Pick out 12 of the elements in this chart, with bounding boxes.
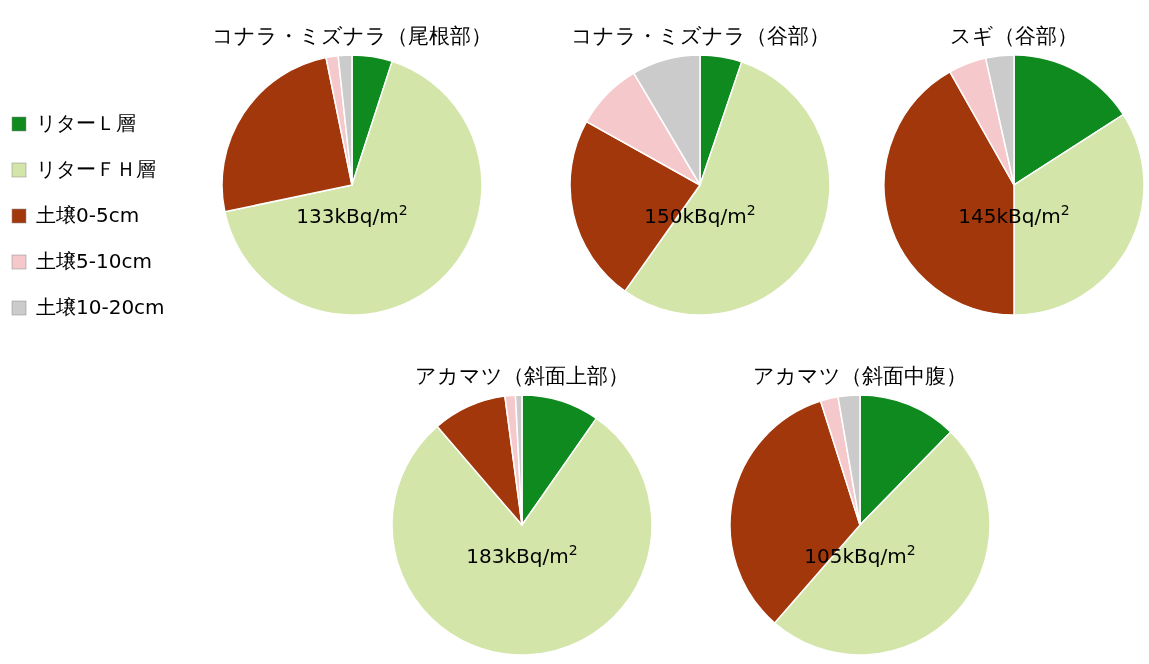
text: 133kBq/m$^{2}$ <box>296 202 408 228</box>
text: 183kBq/m$^{2}$ <box>466 542 578 568</box>
legend-label: リターＬ層 <box>36 111 136 135</box>
chart-title: アカマツ（斜面上部） <box>415 364 629 388</box>
chart-title: コナラ・ミズナラ（谷部） <box>570 24 830 48</box>
chart-title: コナラ・ミズナラ（尾根部） <box>212 24 492 48</box>
legend-label: リターＦＨ層 <box>36 157 156 181</box>
chart-title: アカマツ（斜面中腹） <box>753 364 967 388</box>
legend-label: 土壌0-5cm <box>36 203 140 227</box>
legend-label: 土壌5-10cm <box>36 249 152 273</box>
legend-label: 土壌10-20cm <box>36 295 165 319</box>
chart-title: スギ（谷部） <box>950 24 1078 48</box>
